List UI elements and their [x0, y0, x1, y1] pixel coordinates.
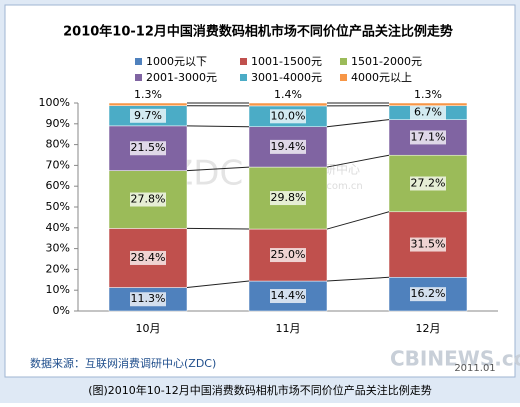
bar-segment: [389, 103, 467, 106]
legend-swatch: [240, 58, 247, 65]
y-tick-label: 30%: [46, 242, 70, 255]
y-tick-label: 10%: [46, 283, 70, 296]
connector: [187, 228, 249, 229]
data-label: 1.3%: [414, 88, 442, 101]
data-label: 9.7%: [134, 109, 162, 122]
y-tick-label: 100%: [39, 96, 70, 109]
y-tick-label: 0%: [53, 304, 70, 317]
x-tick-label: 12月: [416, 322, 441, 335]
y-tick-label: 90%: [46, 117, 70, 130]
data-label: 16.2%: [411, 287, 446, 300]
legend-swatch: [240, 74, 247, 81]
source: 数据来源：互联网消费调研中心(ZDC): [30, 356, 216, 370]
data-label: 1.3%: [134, 88, 162, 101]
data-label: 10.0%: [271, 109, 306, 122]
legend-label: 1000元以下: [146, 55, 207, 68]
data-label: 6.7%: [414, 106, 442, 119]
data-label: 31.5%: [411, 238, 446, 251]
data-label: 1.4%: [274, 88, 302, 101]
y-tick-label: 80%: [46, 138, 70, 151]
y-tick-label: 20%: [46, 262, 70, 275]
legend-label: 3001-4000元: [251, 71, 322, 84]
bar-segment: [249, 103, 327, 106]
y-tick-label: 60%: [46, 179, 70, 192]
data-label: 21.5%: [131, 141, 166, 154]
date: 2011.01: [454, 363, 495, 374]
data-label: 28.4%: [131, 251, 166, 264]
caption: (图)2010年10-12月中国消费数码相机市场不同价位产品关注比例走势: [88, 383, 432, 397]
data-label: 11.3%: [131, 292, 166, 305]
legend-swatch: [340, 74, 347, 81]
legend-label: 4000元以上: [351, 71, 412, 84]
data-label: 19.4%: [271, 140, 306, 153]
x-tick-label: 10月: [136, 322, 161, 335]
data-label: 14.4%: [271, 289, 306, 302]
y-tick-label: 50%: [46, 200, 70, 213]
y-tick-label: 40%: [46, 221, 70, 234]
legend-label: 2001-3000元: [146, 71, 217, 84]
data-label: 27.2%: [411, 176, 446, 189]
bar-segment: [109, 103, 187, 106]
y-tick-label: 70%: [46, 158, 70, 171]
legend-label: 1001-1500元: [251, 55, 322, 68]
chart-title: 2010年10-12月中国消费数码相机市场不同价位产品关注比例走势: [63, 24, 453, 40]
legend-swatch: [340, 58, 347, 65]
data-label: 25.0%: [271, 248, 306, 261]
legend-swatch: [135, 58, 142, 65]
legend-swatch: [135, 74, 142, 81]
data-label: 29.8%: [271, 191, 306, 204]
legend-label: 1501-2000元: [351, 55, 422, 68]
data-label: 27.8%: [131, 193, 166, 206]
data-label: 17.1%: [411, 130, 446, 143]
x-tick-label: 11月: [276, 322, 301, 335]
